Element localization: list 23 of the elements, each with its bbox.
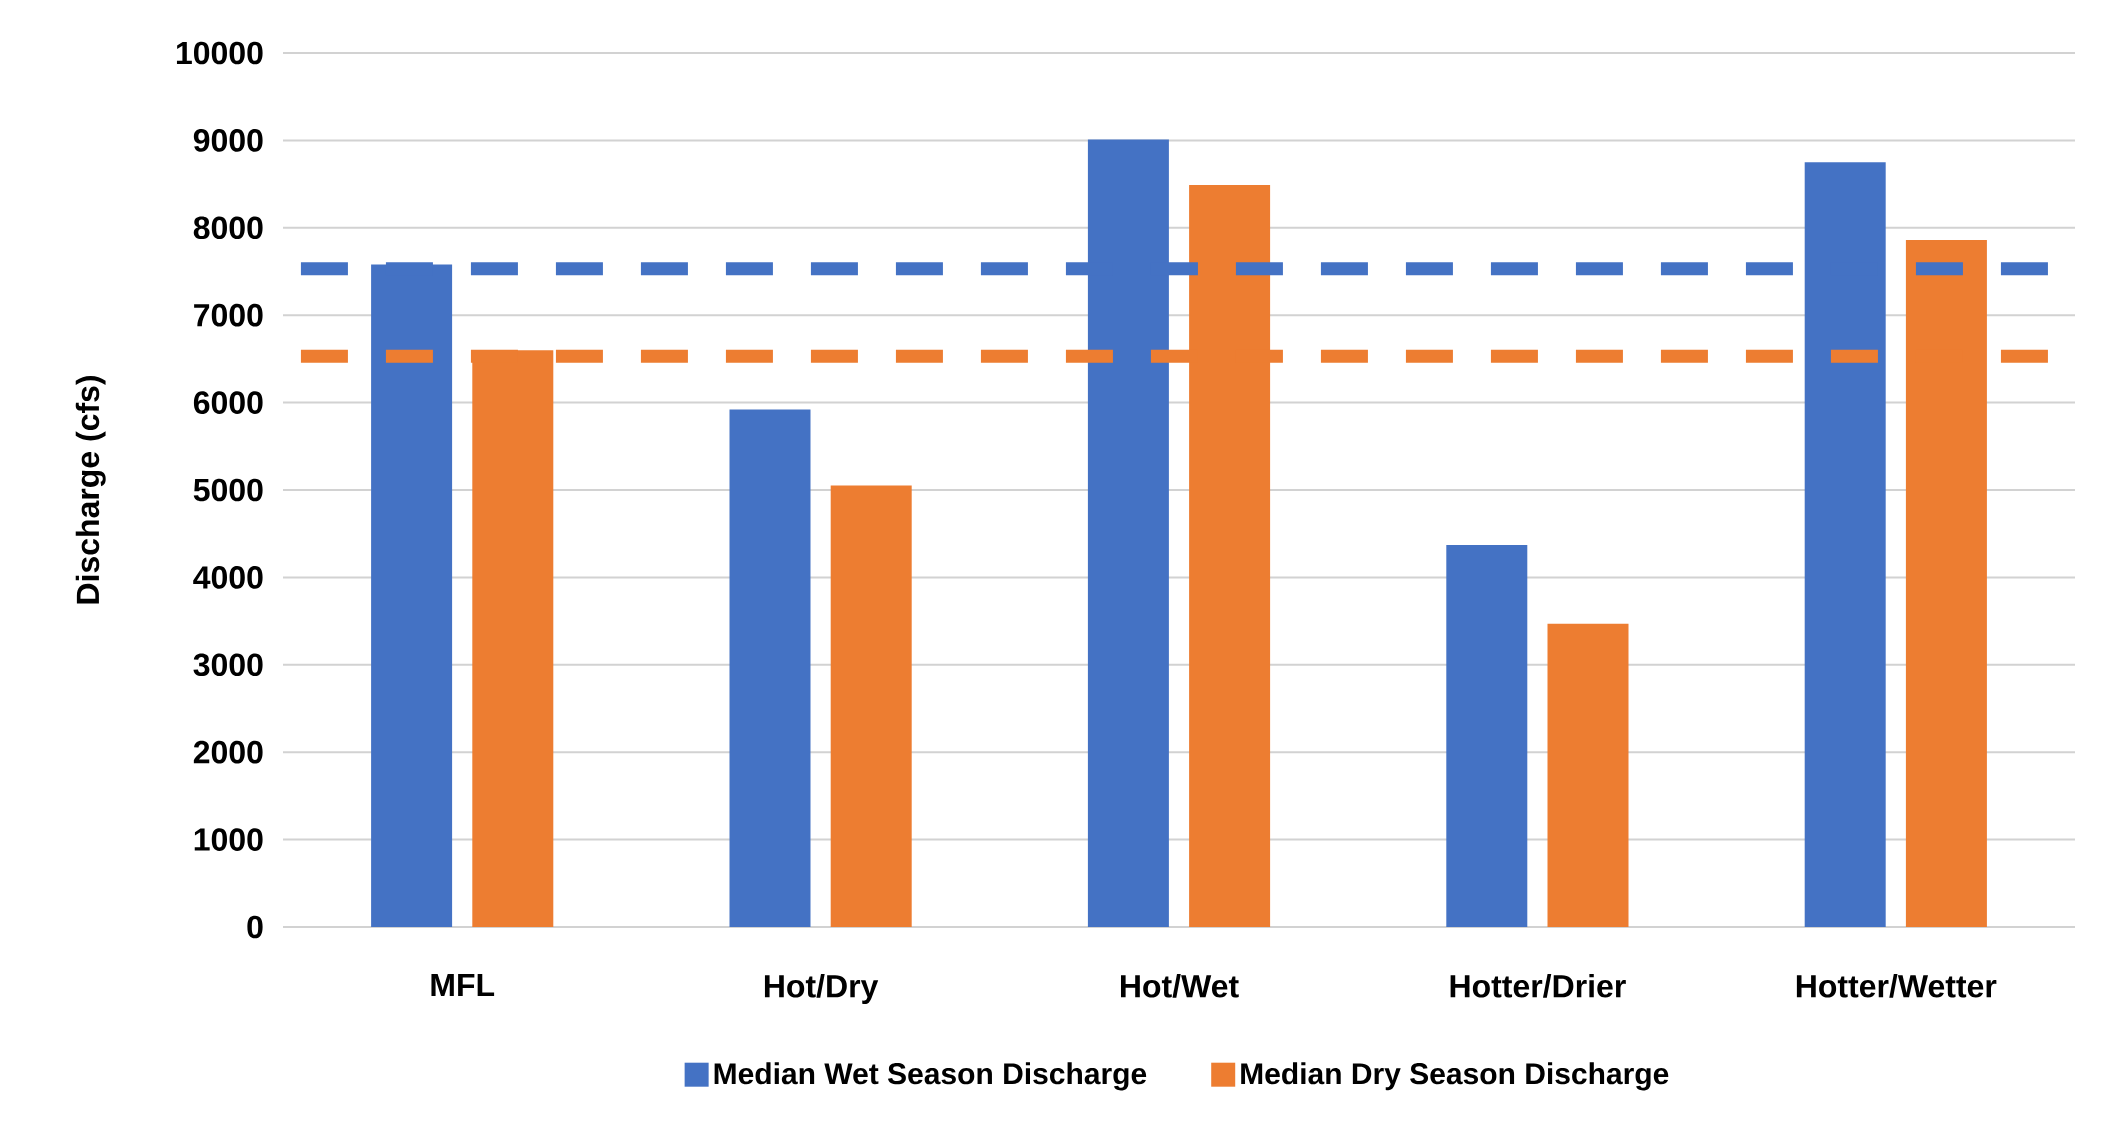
x-tick-label: Hot/Wet — [1120, 974, 1239, 998]
y-tick-label: 6000 — [193, 391, 263, 414]
y-tick-label: 9000 — [193, 129, 263, 152]
y-tick-label: 4000 — [193, 566, 263, 589]
x-tick-label: Hotter/Wetter — [1796, 974, 1997, 998]
x-tick-label: MFL — [431, 974, 495, 997]
y-axis-title: Discharge (cfs) — [75, 376, 106, 604]
y-tick-label: 5000 — [193, 478, 263, 502]
y-tick-label: 2000 — [193, 740, 263, 764]
x-tick-label: Hot/Dry — [764, 974, 879, 1004]
bar — [729, 409, 811, 927]
bar — [830, 485, 912, 927]
y-tick-label: 3000 — [193, 653, 263, 677]
bar — [1446, 545, 1528, 927]
legend-label: Median Wet Season Discharge — [714, 1062, 1147, 1091]
x-tick-label: Hotter/Drier — [1450, 974, 1626, 998]
bar — [1547, 623, 1629, 927]
legend-label: Median Dry Season Discharge — [1241, 1062, 1669, 1091]
y-tick-label: 7000 — [194, 303, 263, 327]
y-tick-label: 0 — [247, 915, 263, 939]
y-tick-label: 8000 — [193, 216, 263, 240]
y-tick-label: 1000 — [194, 828, 263, 851]
y-tick-label: 10000 — [176, 41, 263, 65]
